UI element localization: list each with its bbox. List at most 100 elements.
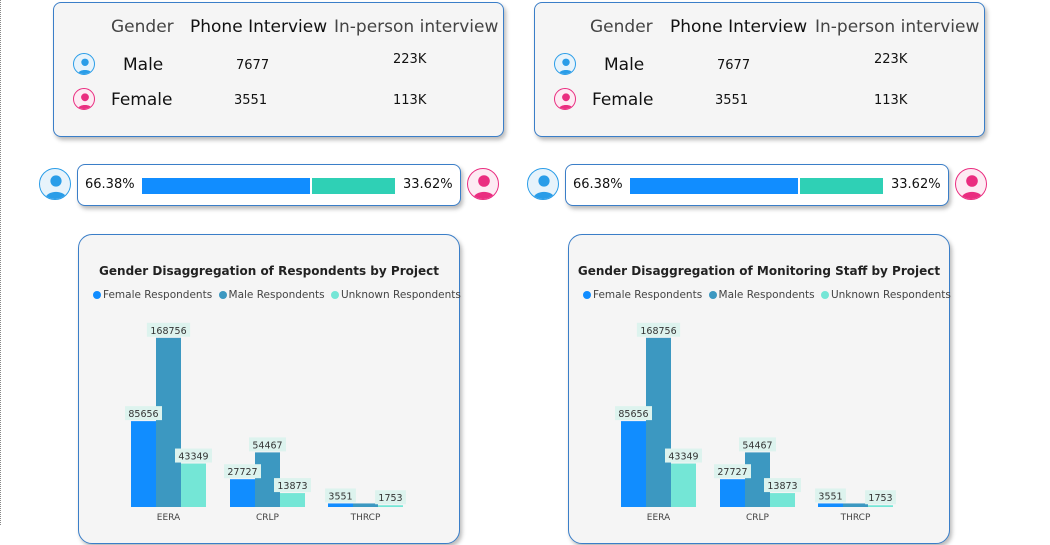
bar-thrcp-male-respondents[interactable]: [353, 503, 378, 507]
legend-item-male-respondents[interactable]: Male Respondents: [708, 289, 815, 301]
bar-eera-unknown-respondents[interactable]: [671, 463, 696, 507]
bar-crlp-female-respondents[interactable]: [720, 479, 745, 507]
data-label-background: [636, 322, 681, 337]
monitoring-staff-by-project-chart-card: Gender Disaggregation of Monitoring Staf…: [568, 234, 951, 544]
male-phone-count: 7677: [717, 58, 751, 73]
data-label-background: [249, 437, 286, 452]
male-share-segment: [142, 178, 310, 194]
data-label: 1753: [378, 493, 402, 504]
data-label: 43349: [178, 452, 208, 463]
data-label-background: [615, 406, 652, 421]
male-percentage-label: 66.38%: [85, 177, 135, 192]
data-label: 3551: [328, 491, 352, 502]
inperson-interview-column-header: In-person interview: [815, 17, 980, 37]
data-label: 54467: [742, 440, 772, 451]
male-user-avatar-icon: [527, 168, 559, 200]
data-label: 27727: [227, 467, 257, 478]
gender-column-header: Gender: [111, 17, 174, 37]
data-label: 3551: [818, 491, 842, 502]
male-inperson-count: 223K: [874, 52, 908, 67]
data-label: 13873: [277, 481, 307, 492]
data-label: 1753: [868, 493, 892, 504]
gender-split-bar-right: 66.38% 33.62%: [565, 164, 949, 206]
bar-eera-male-respondents[interactable]: [156, 337, 181, 507]
data-label-background: [764, 478, 801, 493]
male-user-avatar-icon: [554, 53, 576, 75]
bar-eera-female-respondents[interactable]: [621, 421, 646, 507]
bar-crlp-unknown-respondents[interactable]: [280, 493, 305, 507]
data-label: 168756: [150, 326, 186, 337]
female-inperson-count: 113K: [393, 93, 427, 108]
bar-thrcp-female-respondents[interactable]: [328, 503, 353, 507]
x-tick-label: EERA: [157, 513, 181, 523]
legend-item-unknown-respondents[interactable]: Unknown Respondents: [820, 289, 951, 301]
bar-eera-female-respondents[interactable]: [131, 421, 156, 507]
chart-title: Gender Disaggregation of Monitoring Staf…: [577, 264, 941, 278]
female-inperson-count: 113K: [874, 93, 908, 108]
female-phone-count: 3551: [715, 93, 749, 108]
female-share-segment: [800, 178, 883, 194]
bar-chart-plot: 85656 168756 43349 27727 54467 13873 3551 1753 E…: [125, 322, 406, 523]
data-label: 54467: [252, 440, 282, 451]
male-phone-count: 7677: [236, 58, 270, 73]
female-user-avatar-icon: [955, 168, 987, 200]
bar-crlp-unknown-respondents[interactable]: [770, 493, 795, 507]
male-row-label: Male: [604, 55, 645, 75]
data-label-background: [224, 464, 261, 479]
data-label-background: [714, 464, 751, 479]
x-tick-label: THRCP: [350, 513, 381, 523]
data-label-background: [739, 437, 776, 452]
bar-eera-unknown-respondents[interactable]: [181, 463, 206, 507]
gender-column-header: Gender: [590, 17, 653, 37]
data-label: 85656: [618, 409, 648, 420]
x-tick-label: EERA: [647, 513, 671, 523]
data-label-background: [665, 448, 702, 463]
bar-crlp-female-respondents[interactable]: [230, 479, 255, 507]
respondents-by-project-chart-card: Gender Disaggregation of Respondents by …: [78, 234, 461, 544]
data-label-background: [175, 448, 212, 463]
bar-chart-plot: 85656 168756 43349 27727 54467 13873 3551 1753 E…: [615, 322, 896, 523]
data-label: 43349: [668, 452, 698, 463]
bar-thrcp-female-respondents[interactable]: [818, 503, 843, 507]
chart-legend: Female Respondents Male Respondents Unkn…: [93, 289, 464, 301]
female-row-label: Female: [111, 90, 173, 110]
inperson-interview-column-header: In-person interview: [334, 17, 499, 37]
phone-interview-column-header: Phone Interview: [670, 17, 808, 37]
female-user-avatar-icon: [73, 88, 95, 110]
male-inperson-count: 223K: [393, 52, 427, 67]
data-label: 13873: [767, 481, 797, 492]
male-share-segment: [630, 178, 798, 194]
chart-legend: Female Respondents Male Respondents Unkn…: [583, 289, 954, 301]
x-tick-label: CRLP: [746, 513, 770, 523]
bar-eera-male-respondents[interactable]: [646, 337, 671, 507]
x-tick-label: CRLP: [256, 513, 280, 523]
data-label: 85656: [128, 409, 158, 420]
female-share-segment: [312, 178, 395, 194]
chart-title: Gender Disaggregation of Respondents by …: [99, 264, 439, 278]
x-tick-label: THRCP: [840, 513, 871, 523]
male-percentage-label: 66.38%: [573, 177, 623, 192]
gender-split-bar-left: 66.38% 33.62%: [77, 164, 461, 206]
male-user-avatar-icon: [39, 168, 71, 200]
data-label-background: [125, 406, 162, 421]
female-user-avatar-icon: [467, 168, 499, 200]
data-label: 168756: [640, 326, 676, 337]
phone-interview-column-header: Phone Interview: [190, 17, 328, 37]
male-user-avatar-icon: [73, 53, 95, 75]
bar-thrcp-unknown-respondents[interactable]: [378, 505, 403, 507]
legend-item-unknown-respondents[interactable]: Unknown Respondents: [330, 289, 461, 301]
data-label-background: [375, 490, 406, 505]
female-user-avatar-icon: [554, 88, 576, 110]
female-phone-count: 3551: [234, 93, 268, 108]
female-percentage-label: 33.62%: [403, 177, 453, 192]
female-row-label: Female: [592, 90, 654, 110]
bar-thrcp-unknown-respondents[interactable]: [868, 505, 893, 507]
legend-item-female-respondents[interactable]: Female Respondents: [93, 289, 212, 301]
female-percentage-label: 33.62%: [891, 177, 941, 192]
gender-summary-card-left: Gender Phone Interview In-person intervi…: [53, 2, 504, 137]
data-label: 27727: [717, 467, 747, 478]
data-label-background: [865, 490, 896, 505]
legend-item-male-respondents[interactable]: Male Respondents: [218, 289, 325, 301]
legend-item-female-respondents[interactable]: Female Respondents: [583, 289, 702, 301]
bar-thrcp-male-respondents[interactable]: [843, 503, 868, 507]
